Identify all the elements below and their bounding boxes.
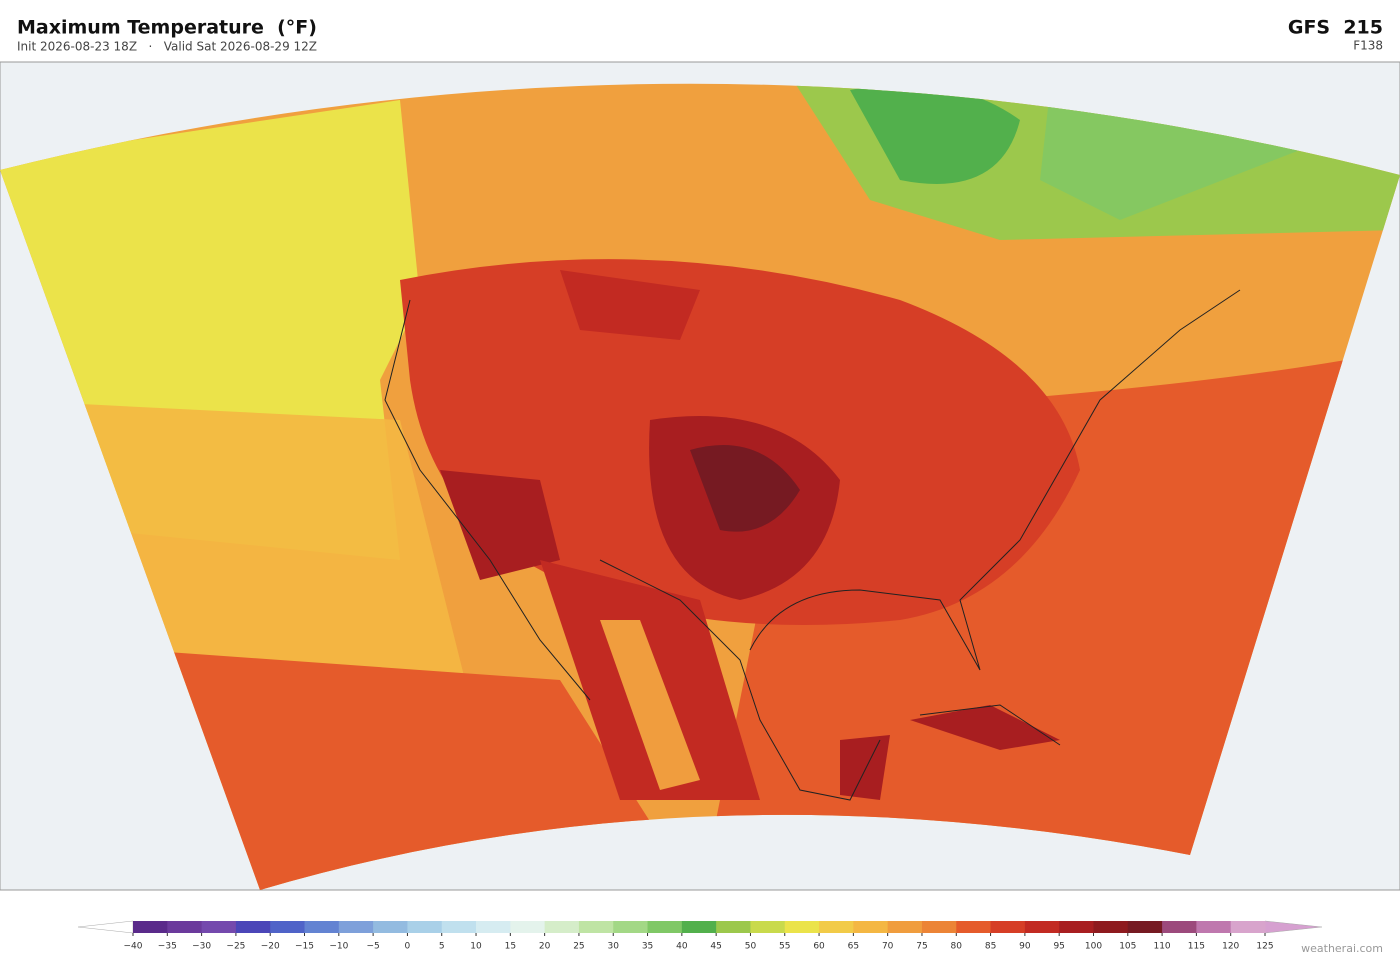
colorbar-bin bbox=[750, 921, 786, 933]
colorbar-tick-label: 100 bbox=[1085, 942, 1102, 952]
colorbar-over bbox=[1264, 920, 1323, 934]
colorbar-bin bbox=[510, 921, 546, 933]
coastlines bbox=[384, 289, 1241, 801]
colorbar-tick-label: −5 bbox=[366, 942, 379, 952]
colorbar-tick-label: −15 bbox=[295, 942, 314, 952]
map bbox=[0, 61, 1400, 891]
colorbar-tick-label: 45 bbox=[710, 942, 721, 952]
colorbar-tick-label: 125 bbox=[1256, 942, 1273, 952]
colorbar-bin bbox=[235, 921, 271, 933]
colorbar-tick-label: −40 bbox=[124, 942, 143, 952]
colorbar-bin bbox=[1024, 921, 1060, 933]
colorbar-bin bbox=[338, 921, 374, 933]
colorbar-tick-label: 55 bbox=[779, 942, 790, 952]
colorbar-bin bbox=[784, 921, 820, 933]
colorbar-bin bbox=[441, 921, 477, 933]
model-label: GFS 215 bbox=[1288, 17, 1383, 39]
colorbar-bin bbox=[167, 921, 203, 933]
colorbar-bin bbox=[887, 921, 923, 933]
colorbar-tick-label: 70 bbox=[882, 942, 894, 952]
colorbar-tick-label: 30 bbox=[608, 942, 620, 952]
colorbar-tick-label: 0 bbox=[405, 942, 411, 952]
colorbar-bin bbox=[613, 921, 649, 933]
colorbar-tick-label: 50 bbox=[745, 942, 757, 952]
colorbar-tick-label: 110 bbox=[1153, 942, 1170, 952]
colorbar-tick-label: 5 bbox=[439, 942, 445, 952]
colorbar-under bbox=[77, 920, 134, 934]
title: Maximum Temperature (°F) bbox=[17, 17, 317, 39]
colorbar-bin bbox=[647, 921, 683, 933]
colorbar-tick-label: −10 bbox=[329, 942, 348, 952]
colorbar-tick-label: −35 bbox=[158, 942, 177, 952]
colorbar-tick-label: 75 bbox=[916, 942, 927, 952]
colorbar-tick-label: 80 bbox=[951, 942, 963, 952]
colorbar-bin bbox=[681, 921, 717, 933]
colorbar-tick-label: 15 bbox=[505, 942, 516, 952]
colorbar-tick-label: 35 bbox=[642, 942, 653, 952]
colorbar-bin bbox=[133, 921, 168, 933]
colorbar-bin bbox=[956, 921, 992, 933]
colorbar-bin bbox=[853, 921, 889, 933]
colorbar-tick-label: 115 bbox=[1188, 942, 1205, 952]
colorbar-bin bbox=[407, 921, 443, 933]
colorbar-tick-label: 65 bbox=[848, 942, 859, 952]
colorbar-bin bbox=[201, 921, 237, 933]
colorbar-tick-label: 40 bbox=[676, 942, 688, 952]
subtitle: Init 2026-08-23 18Z · Valid Sat 2026-08-… bbox=[17, 40, 317, 54]
colorbar-bin bbox=[1059, 921, 1094, 933]
credit: weatherai.com bbox=[1301, 942, 1383, 955]
colorbar-bin bbox=[716, 921, 751, 933]
colorbar-bin bbox=[373, 921, 408, 933]
colorbar-bin bbox=[1230, 921, 1266, 933]
forecast-hour: F138 bbox=[1353, 39, 1383, 53]
colorbar-tick-label: −30 bbox=[192, 942, 211, 952]
colorbar-bin bbox=[1196, 921, 1232, 933]
colorbar-bin bbox=[921, 921, 957, 933]
colorbar-tick-label: 85 bbox=[985, 942, 996, 952]
colorbar-bin bbox=[544, 921, 580, 933]
colorbar-bin bbox=[270, 921, 306, 933]
colorbar-tick-label: 10 bbox=[470, 942, 482, 952]
colorbar-bin bbox=[1162, 921, 1197, 933]
colorbar-bin bbox=[990, 921, 1026, 933]
colorbar-tick-label: 90 bbox=[1019, 942, 1031, 952]
colorbar-bin bbox=[1127, 921, 1163, 933]
colorbar-tick-label: 20 bbox=[539, 942, 551, 952]
colorbar-tick-label: 25 bbox=[573, 942, 584, 952]
colorbar-bin bbox=[819, 921, 854, 933]
colorbar-bin bbox=[1093, 921, 1129, 933]
colorbar-tick-label: −20 bbox=[261, 942, 280, 952]
colorbar-tick-label: 60 bbox=[813, 942, 825, 952]
colorbar-tick-label: 120 bbox=[1222, 942, 1239, 952]
colorbar-bin bbox=[476, 921, 511, 933]
colorbar-tick-label: 105 bbox=[1119, 942, 1136, 952]
colorbar-tick-label: 95 bbox=[1053, 942, 1064, 952]
colorbar-bin bbox=[578, 921, 614, 933]
colorbar-tick-label: −25 bbox=[226, 942, 245, 952]
colorbar-bin bbox=[304, 921, 340, 933]
colorbar: −40 −35 −30 −25 −20 −15 −10 −5 0 5 10 15 20 25 30 35 40 4… bbox=[77, 920, 1323, 952]
